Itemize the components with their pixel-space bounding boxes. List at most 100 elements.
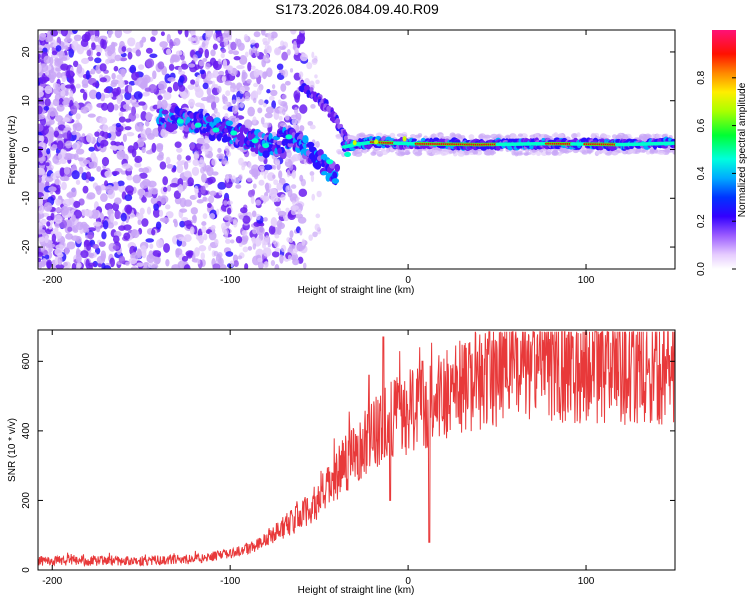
spectrogram-cell [44,254,50,260]
spectrogram-cell [68,77,75,84]
spectrogram-cell [197,259,201,265]
spectrogram-cell [311,58,318,65]
spectrogram-cell [145,47,153,54]
spectrogram-cell [235,38,239,45]
spectrogram-cell [130,229,140,239]
spectrogram-cell [250,196,255,205]
spectrogram-cell [217,181,227,190]
spectrogram-cell [218,259,223,265]
spectrogram-cell [75,148,85,155]
spectrogram-cell [315,213,321,219]
spectrogram-cell [267,243,271,248]
spectrogram-cell [217,147,222,153]
spectrogram-cell [44,70,50,76]
spectrogram-cell [615,134,623,140]
spectrogram-cell [145,238,155,243]
spectrogram-cell [123,224,132,231]
spectrogram-cell [200,173,207,183]
spectrogram-cell [672,149,675,155]
spectrogram-cell [64,90,69,97]
spectrogram-cell [458,149,464,155]
spectrogram-cell [183,199,193,207]
spectrogram-cell [183,264,191,269]
spectrogram-cell [100,38,105,49]
spectrogram-cell [56,72,62,79]
spectrogram-cell [344,151,352,157]
spectrogram-cell [160,99,168,110]
spectrogram-cell [136,262,144,267]
spectrogram-cell [38,197,44,207]
spectrogram-cell [235,117,240,124]
spectrogram-cell [94,131,100,137]
spectrogram-cell [310,104,316,109]
spectrogram-cell [38,206,44,215]
spectrogram-cell [571,133,578,139]
spectrogram-cell [100,139,109,147]
spectrogram-cell [76,263,81,269]
spectrogram-cell [73,209,82,219]
spectrogram-cell [98,241,106,247]
spectrogram-cell [76,64,83,74]
spectrogram-cell [130,266,139,269]
spectrogram-cell [188,63,196,68]
colorbar-gradient [712,30,736,269]
spectrogram-cell [55,244,65,250]
spectrogram-cell [179,220,186,228]
spectrogram-cell [218,190,223,196]
spectrogram-cell [105,58,110,65]
spectrogram-cell [301,238,306,246]
spectrogram-cell [87,113,96,118]
spectrogram-cell [359,134,366,138]
spectrogram-cell [160,128,169,138]
spectrogram-cell [40,243,46,252]
spectrogram-cell [71,187,77,198]
spectrogram-cell [220,222,227,231]
snr-panel: -200 -100 0 100 0 200 400 600 Height of straig… [7,329,676,596]
spectrogram-cell [264,70,268,77]
spectrogram-cell [202,196,207,202]
spectrogram-cell [116,145,125,151]
spectrogram-cell [82,159,91,165]
spectrogram-cell [124,126,132,131]
spectrogram-cell [302,262,307,269]
spectrogram-cell [251,210,257,218]
spectrogram-cell [255,199,262,206]
spectrogram-cell [200,145,206,152]
spectrogram-cell [223,200,228,206]
spectrogram-cell [124,194,133,202]
spectrogram-cell [244,96,251,102]
spectrogram-cell [67,153,76,160]
snr-ytick-label: 600 [21,353,32,370]
spectrogram-cell [194,128,200,134]
spectrogram-cell [198,245,207,252]
spectrogram-cell [135,49,142,57]
spectrogram-cell [38,175,42,183]
spectrogram-cell [94,57,102,64]
spectrogram-cell [196,137,206,145]
spectrogram-cell [285,157,289,163]
spectrogram-cell [370,151,377,156]
spectrogram-cell [278,115,283,121]
spectrogram-cell [71,130,77,136]
spectrogram-cell [191,166,200,176]
spectrogram-cell [298,71,304,78]
spectrogram-cell [79,88,85,94]
spectrogram-cell [221,157,227,165]
spectrogram-cell [224,229,228,234]
spectrogram-cell [610,145,617,151]
spectrogram-cell [47,243,56,248]
spectrogram-cell [127,145,135,154]
spectrogram-cell [252,183,257,189]
spectrogram-cell [75,253,82,263]
spectrogram-cell [205,115,214,123]
spectrogram-cell [262,247,272,257]
spectrogram-cell [127,51,133,60]
spectrogram-cell [227,66,233,75]
spectrogram-cell [273,179,279,186]
spectrogram-cell [635,148,642,153]
spectrogram-cell [102,220,109,230]
spectrogram-cell [278,170,283,180]
spectrogram-cell [163,243,171,253]
spectrogram-cell [53,130,60,138]
spectrogram-cell [657,150,666,155]
